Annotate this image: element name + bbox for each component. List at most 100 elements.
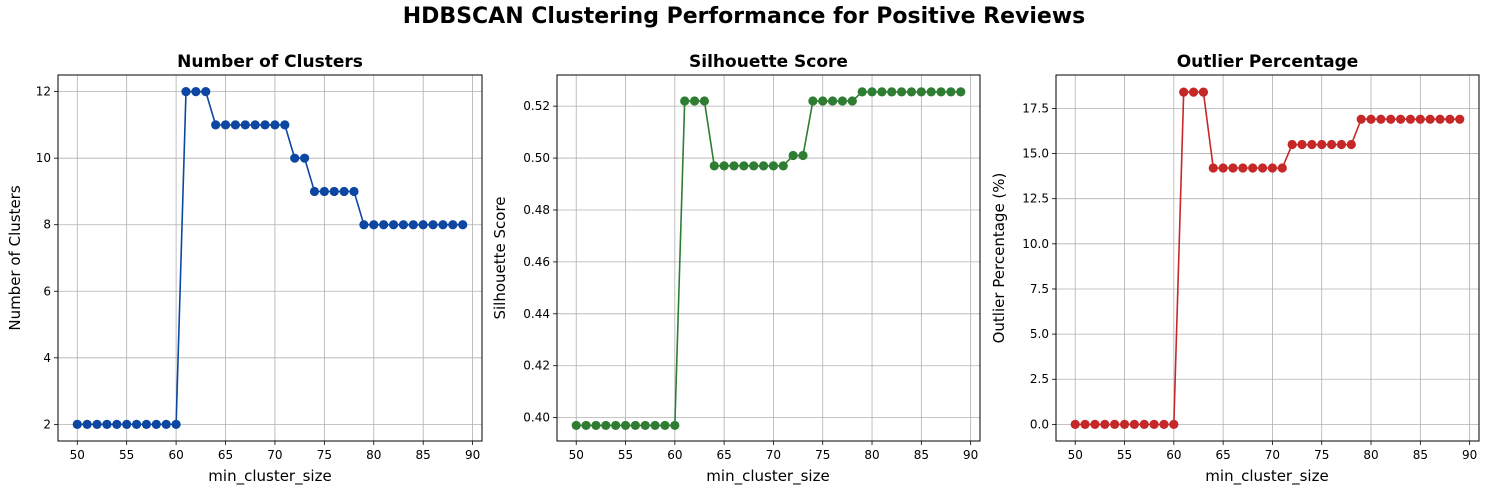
y-tick-label: 4 <box>43 351 51 365</box>
data-point <box>72 419 82 429</box>
x-tick-label: 80 <box>1363 448 1378 462</box>
data-point <box>260 120 270 130</box>
data-point <box>1287 139 1297 150</box>
data-point <box>122 419 132 429</box>
data-point <box>1386 114 1396 124</box>
data-point <box>112 419 122 429</box>
data-point <box>1415 114 1425 124</box>
data-point <box>1188 87 1199 97</box>
x-tick-label: 85 <box>416 448 431 462</box>
x-tick-label: 50 <box>70 448 85 462</box>
y-tick-label: 0.44 <box>523 307 550 321</box>
x-tick-label: 80 <box>366 448 381 462</box>
data-point <box>1169 419 1179 429</box>
x-tick-label: 65 <box>1215 448 1230 462</box>
x-tick-label: 55 <box>119 448 134 462</box>
data-point <box>1159 419 1169 429</box>
data-point <box>788 150 798 161</box>
data-point <box>1149 419 1159 429</box>
data-point <box>280 120 290 130</box>
x-tick-label: 85 <box>914 448 929 462</box>
data-point <box>620 420 631 431</box>
data-point <box>398 220 409 230</box>
y-axis-label: Silhouette Score <box>491 196 509 319</box>
chart-panel-3: 50 55 60 65 70 75 80 85 90 0.0 2.5 5.0 7.5 10.0 12.5 15… <box>990 52 1480 486</box>
data-point <box>359 220 369 230</box>
data-point <box>758 161 769 171</box>
data-point <box>1336 139 1347 150</box>
data-point <box>719 161 729 171</box>
data-point <box>230 120 241 130</box>
data-point <box>448 220 458 230</box>
data-point <box>1356 114 1366 124</box>
data-point <box>1070 419 1080 429</box>
y-axis-label: Number of Clusters <box>6 185 24 330</box>
data-point <box>1297 139 1307 150</box>
data-point <box>349 186 359 197</box>
data-point <box>171 419 181 429</box>
data-point <box>1208 163 1218 173</box>
data-point <box>877 87 887 97</box>
data-point <box>458 220 468 230</box>
y-tick-label: 5.0 <box>1030 327 1049 341</box>
data-point <box>388 220 399 230</box>
data-point <box>299 153 310 163</box>
data-point <box>1396 114 1406 124</box>
data-point <box>369 220 379 230</box>
data-point <box>1366 114 1376 124</box>
data-point <box>1198 87 1209 97</box>
data-point <box>1090 419 1100 429</box>
y-tick-label: 12.5 <box>1022 192 1049 206</box>
chart-title: Outlier Percentage <box>1177 52 1359 72</box>
data-point <box>220 120 231 130</box>
data-point <box>201 87 211 97</box>
data-point <box>1267 163 1278 173</box>
x-tick-label: 60 <box>168 448 183 462</box>
data-point <box>749 161 759 171</box>
data-point <box>689 96 700 106</box>
x-tick-label: 60 <box>1166 448 1181 462</box>
data-point <box>131 419 142 429</box>
data-point <box>926 87 936 97</box>
data-point <box>329 186 339 197</box>
data-point <box>887 87 897 97</box>
data-point <box>408 220 418 230</box>
y-axis-label: Outlier Percentage (%) <box>990 173 1008 344</box>
data-point <box>290 153 300 163</box>
data-point <box>768 161 779 171</box>
series-line <box>77 90 463 426</box>
y-tick-label: 6 <box>43 284 51 298</box>
y-tick-label: 17.5 <box>1022 101 1049 115</box>
x-tick-label: 75 <box>317 448 332 462</box>
x-tick-label: 70 <box>1265 448 1280 462</box>
y-tick-label: 0.46 <box>523 255 550 269</box>
data-point <box>161 419 171 429</box>
data-point <box>1129 419 1139 429</box>
data-point <box>319 186 329 197</box>
x-tick-label: 65 <box>218 448 233 462</box>
x-tick-label: 90 <box>1462 448 1477 462</box>
data-point <box>798 150 808 161</box>
data-point <box>1376 114 1386 124</box>
y-tick-label: 10 <box>36 151 51 165</box>
data-point <box>1248 163 1258 173</box>
chart-title: Number of Clusters <box>177 52 363 72</box>
data-point <box>670 420 680 431</box>
data-point <box>827 96 838 106</box>
x-tick-label: 55 <box>618 448 633 462</box>
chart-panel-2: 50 55 60 65 70 75 80 85 90 0.40 0.42 0.44 0.46 0.48 0.… <box>491 52 981 486</box>
data-point <box>837 96 848 106</box>
x-axis-label: min_cluster_size <box>208 467 331 486</box>
data-point <box>151 419 161 429</box>
y-tick-label: 0.0 <box>1030 417 1049 431</box>
x-tick-label: 55 <box>1117 448 1132 462</box>
y-tick-label: 2 <box>43 417 51 431</box>
y-tick-label: 0.40 <box>523 411 550 425</box>
data-point <box>250 120 260 130</box>
data-point <box>1139 419 1149 429</box>
y-tick-label: 15.0 <box>1022 147 1049 161</box>
x-axis-label: min_cluster_size <box>706 467 829 486</box>
data-point <box>1119 419 1130 429</box>
series-line <box>576 91 961 427</box>
data-point <box>418 220 428 230</box>
